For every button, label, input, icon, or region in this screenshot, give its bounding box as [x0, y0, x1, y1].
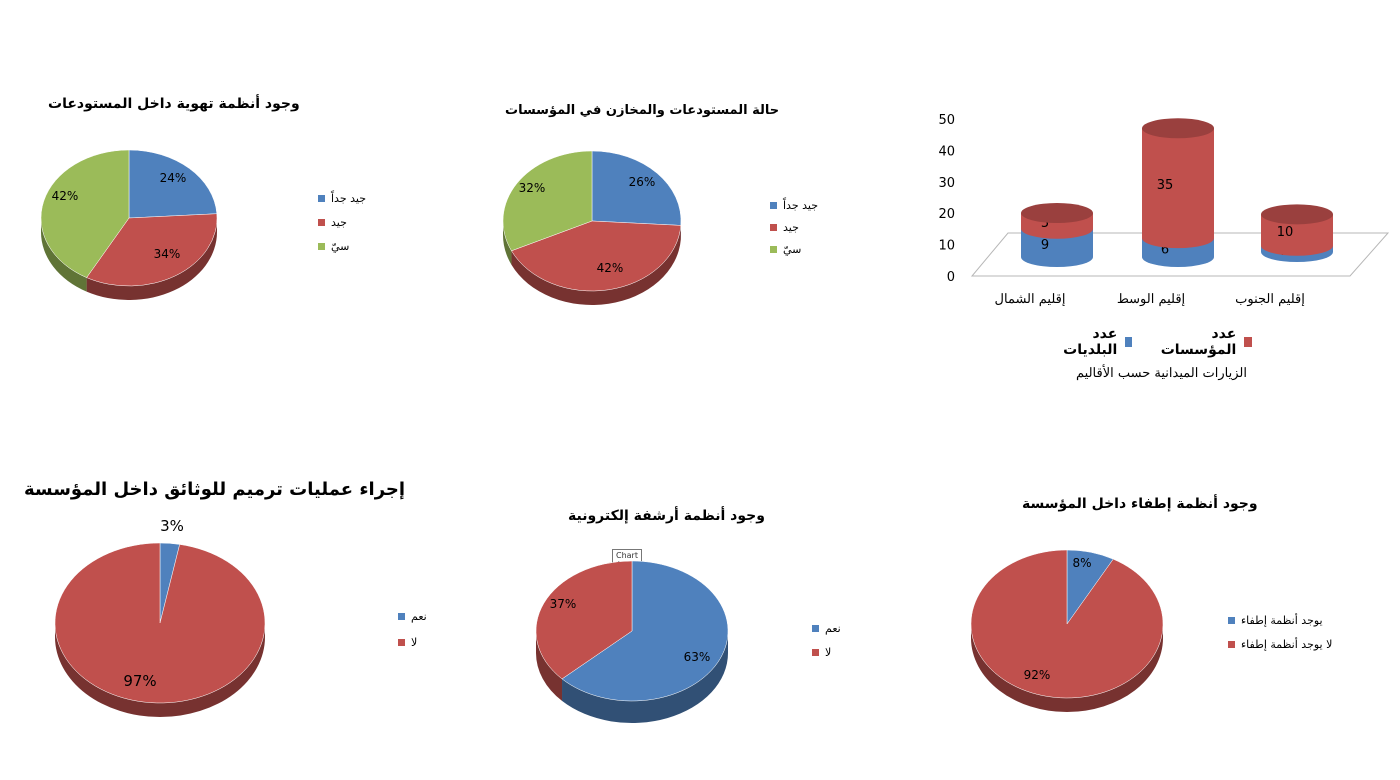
- legend-item: عدد البلديات: [1060, 326, 1133, 358]
- chart-title: وجود أنظمة تهوية داخل المستودعات: [48, 96, 300, 112]
- pie-slice-side: [562, 631, 728, 723]
- chart-caption: الزيارات الميدانية حسب الأقاليم: [1076, 366, 1247, 381]
- legend-item: لا يوجد أنظمة إطفاء: [1228, 638, 1332, 651]
- pie-slice-side: [86, 218, 217, 301]
- y-tick-label: 0: [947, 270, 955, 285]
- pie-slice-side: [55, 623, 265, 717]
- chart-title: وجود أنظمة إطفاء داخل المؤسسة: [1022, 496, 1258, 512]
- pie-slice-label: 24%: [160, 171, 187, 185]
- pie-slice-label: 8%: [1072, 556, 1091, 570]
- chart-title: إجراء عمليات ترميم للوثائق داخل المؤسسة: [24, 479, 406, 500]
- legend-item: عدد المؤسسات: [1158, 326, 1252, 358]
- legend-item: سيّ: [318, 240, 349, 253]
- pie-slice-label: 34%: [154, 247, 181, 261]
- legend: عدد المؤسسات عدد البلديات: [1060, 326, 1252, 358]
- pie-slice: [970, 549, 1164, 699]
- bar-segment: [1142, 128, 1214, 249]
- legend-item: جيد: [318, 216, 347, 229]
- pie-slice: [561, 560, 729, 702]
- legend-item: جيد جداً: [318, 192, 366, 205]
- bar-segment: [1021, 228, 1093, 267]
- chart-floor: [970, 232, 1390, 277]
- legend-item: لا: [398, 636, 417, 649]
- legend-item: سيّ: [770, 243, 801, 256]
- bar-cap: [1021, 203, 1093, 224]
- pie-slice-side: [971, 624, 1163, 712]
- pie-slice: [128, 149, 218, 219]
- bar-value-label: 9: [1041, 238, 1049, 253]
- bar-cap: [1261, 204, 1333, 225]
- y-tick-label: 40: [938, 144, 955, 159]
- pie-slice-label: 26%: [629, 175, 656, 189]
- chart-title: وجود أنظمة أرشفة إلكترونية: [568, 508, 765, 524]
- pie-slice-label: 42%: [597, 261, 624, 275]
- legend-item: نعم: [812, 622, 841, 635]
- legend-item: لا: [812, 646, 831, 659]
- bar-segment: [1261, 214, 1333, 256]
- bar-cap: [1142, 118, 1214, 139]
- pie-slice-side: [536, 631, 563, 701]
- legend-item: يوجد أنظمة إطفاء: [1228, 614, 1323, 627]
- pie-slice-label: 42%: [52, 189, 79, 203]
- pie-slice-side: [511, 225, 681, 306]
- pie-slice-label: 97%: [123, 672, 156, 690]
- pie-slice-label: 92%: [1024, 668, 1051, 682]
- pie-slice-label: 37%: [550, 597, 577, 611]
- pie-slice-label: 32%: [519, 181, 546, 195]
- pie-slice: [511, 220, 682, 292]
- pie-slice: [591, 150, 682, 226]
- y-tick-label: 50: [938, 113, 955, 128]
- legend-item: نعم: [398, 610, 427, 623]
- y-tick-label: 10: [938, 239, 955, 254]
- bar-value-label: 5: [1041, 216, 1049, 231]
- x-category-label: إقليم الجنوب: [1235, 292, 1305, 307]
- pie-slice: [54, 542, 266, 704]
- pie-slice: [40, 149, 130, 278]
- chart-title: حالة المستودعات والمخازن في المؤسسات: [505, 103, 780, 118]
- pie-slice-side: [41, 218, 87, 292]
- y-tick-label: 30: [938, 176, 955, 191]
- legend-item: جيد جداً: [770, 199, 818, 212]
- legend-item: جيد: [770, 221, 799, 234]
- pie-slice-label: 63%: [684, 650, 711, 664]
- x-category-label: إقليم الشمال: [995, 292, 1066, 307]
- x-category-label: إقليم الوسط: [1117, 292, 1185, 307]
- bar-value-label: 35: [1157, 178, 1174, 193]
- y-tick-label: 20: [938, 207, 955, 222]
- pie-slice: [535, 560, 633, 680]
- pie-slice-label: 3%: [160, 517, 184, 535]
- bar-value-label: 6: [1161, 243, 1169, 258]
- pie-slice: [502, 150, 593, 252]
- bar-value-label: 10: [1277, 225, 1294, 240]
